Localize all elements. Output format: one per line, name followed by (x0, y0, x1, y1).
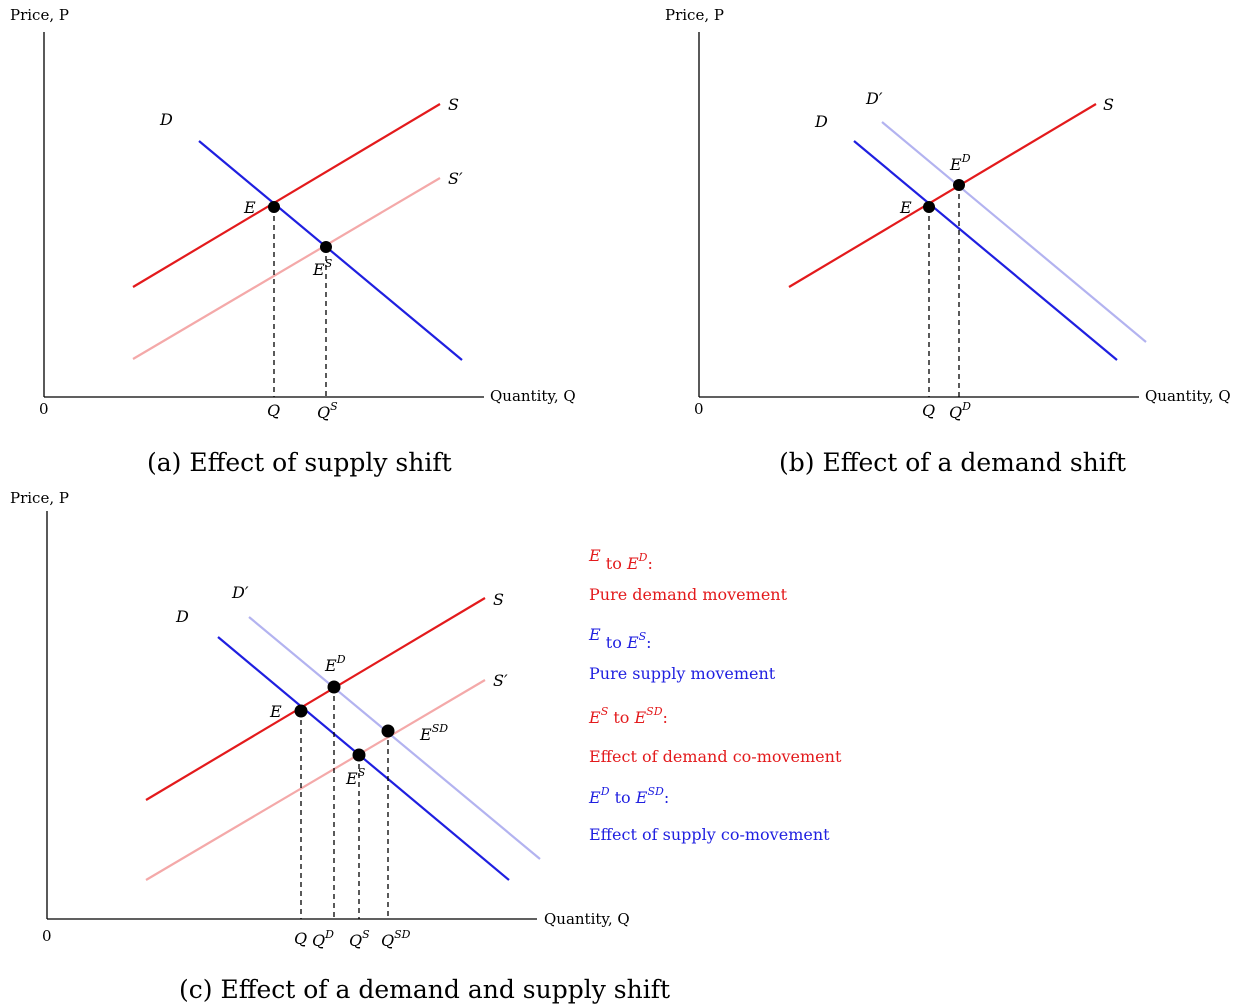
panel-c-tick-qs: QS (349, 928, 370, 950)
panel-b-point-e (923, 201, 935, 213)
panel-b-x-axis-label: Quantity, Q (1145, 387, 1231, 405)
legend-item-1-desc: Pure demand movement (589, 585, 788, 604)
panel-b-demand-shifted-curve (881, 121, 1147, 343)
panel-c-origin: 0 (42, 927, 52, 945)
panel-a-point-es (320, 241, 332, 253)
panel-c-legend: E to ED: Pure demand movement E to ES: P… (588, 546, 842, 844)
panel-b-origin: 0 (694, 400, 704, 418)
panel-c-tick-q: Q (294, 929, 307, 948)
legend-item-2-desc: Pure supply movement (589, 664, 776, 683)
panel-a-tick-qs: QS (317, 400, 338, 422)
panel-c-caption: (c) Effect of a demand and supply shift (179, 975, 670, 1004)
panel-c-label-e: E (269, 702, 282, 721)
panel-c-label-d-prime: D′ (231, 583, 249, 602)
legend-item-3-desc: Effect of demand co-movement (589, 747, 842, 766)
panel-c-label-esd: ESD (419, 722, 448, 744)
panel-a: Price, P Quantity, Q 0 D S S′ E ES Q QS … (10, 6, 576, 477)
panel-a-label-e: E (243, 198, 256, 217)
legend-item-3-title: ES to ESD: (588, 705, 668, 727)
panel-b-label-d-prime: D′ (865, 89, 883, 108)
panel-b-caption: (b) Effect of a demand shift (779, 448, 1126, 477)
panel-c-y-axis-label: Price, P (10, 489, 69, 507)
panel-c-demand-shifted-curve (248, 616, 541, 860)
panel-c-label-ed: ED (324, 653, 346, 675)
legend-item-4-desc: Effect of supply co-movement (589, 825, 830, 844)
panel-b-supply-curve (788, 103, 1097, 288)
panel-a-label-s-prime: S′ (448, 169, 463, 188)
panel-c-supply-shifted-curve (145, 679, 486, 881)
legend-item-2-title: E to ES: (588, 625, 652, 652)
panel-b-demand-curve (853, 140, 1118, 361)
panel-b-label-ed: ED (949, 152, 971, 174)
panel-b-y-axis-label: Price, P (665, 6, 724, 24)
panel-c-point-esd (381, 724, 395, 738)
panel-a-label-s: S (448, 95, 459, 114)
legend-item-1-title: E to ED: (588, 546, 653, 573)
panel-a-supply-shifted-curve (132, 177, 441, 360)
panel-a-tick-q: Q (267, 401, 280, 420)
panel-a-x-axis-label: Quantity, Q (490, 387, 576, 405)
panel-c: Price, P Quantity, Q 0 D D′ S S′ E ED ES… (10, 489, 842, 1004)
panel-c-x-axis-label: Quantity, Q (544, 910, 630, 928)
panel-c-label-es: ES (345, 766, 366, 788)
panel-a-supply-curve (132, 103, 441, 288)
panel-a-y-axis-label: Price, P (10, 6, 69, 24)
panel-c-label-s-prime: S′ (493, 671, 508, 690)
panel-b-tick-qd: QD (949, 400, 971, 422)
legend-item-4-title: ED to ESD: (588, 785, 669, 807)
panel-c-label-s: S (493, 590, 504, 609)
panel-c-label-d: D (175, 607, 189, 626)
panel-b: Price, P Quantity, Q 0 D D′ S E ED Q QD … (665, 6, 1231, 477)
panel-a-origin: 0 (39, 400, 49, 418)
panel-c-point-e (294, 704, 308, 718)
panel-b-point-ed (953, 179, 965, 191)
panel-c-tick-qsd: QSD (381, 928, 411, 950)
panel-a-label-d: D (159, 110, 173, 129)
panel-c-tick-qd: QD (312, 928, 334, 950)
panel-b-label-d: D (814, 112, 828, 131)
panel-a-point-e (268, 201, 280, 213)
panel-b-tick-q: Q (922, 401, 935, 420)
panel-c-supply-curve (145, 597, 486, 801)
panel-b-label-s: S (1103, 95, 1114, 114)
panel-a-caption: (a) Effect of supply shift (147, 448, 452, 477)
panel-b-label-e: E (899, 198, 912, 217)
panel-a-label-es: ES (312, 257, 333, 279)
panel-c-point-ed (327, 680, 341, 694)
panel-c-point-es (352, 748, 366, 762)
